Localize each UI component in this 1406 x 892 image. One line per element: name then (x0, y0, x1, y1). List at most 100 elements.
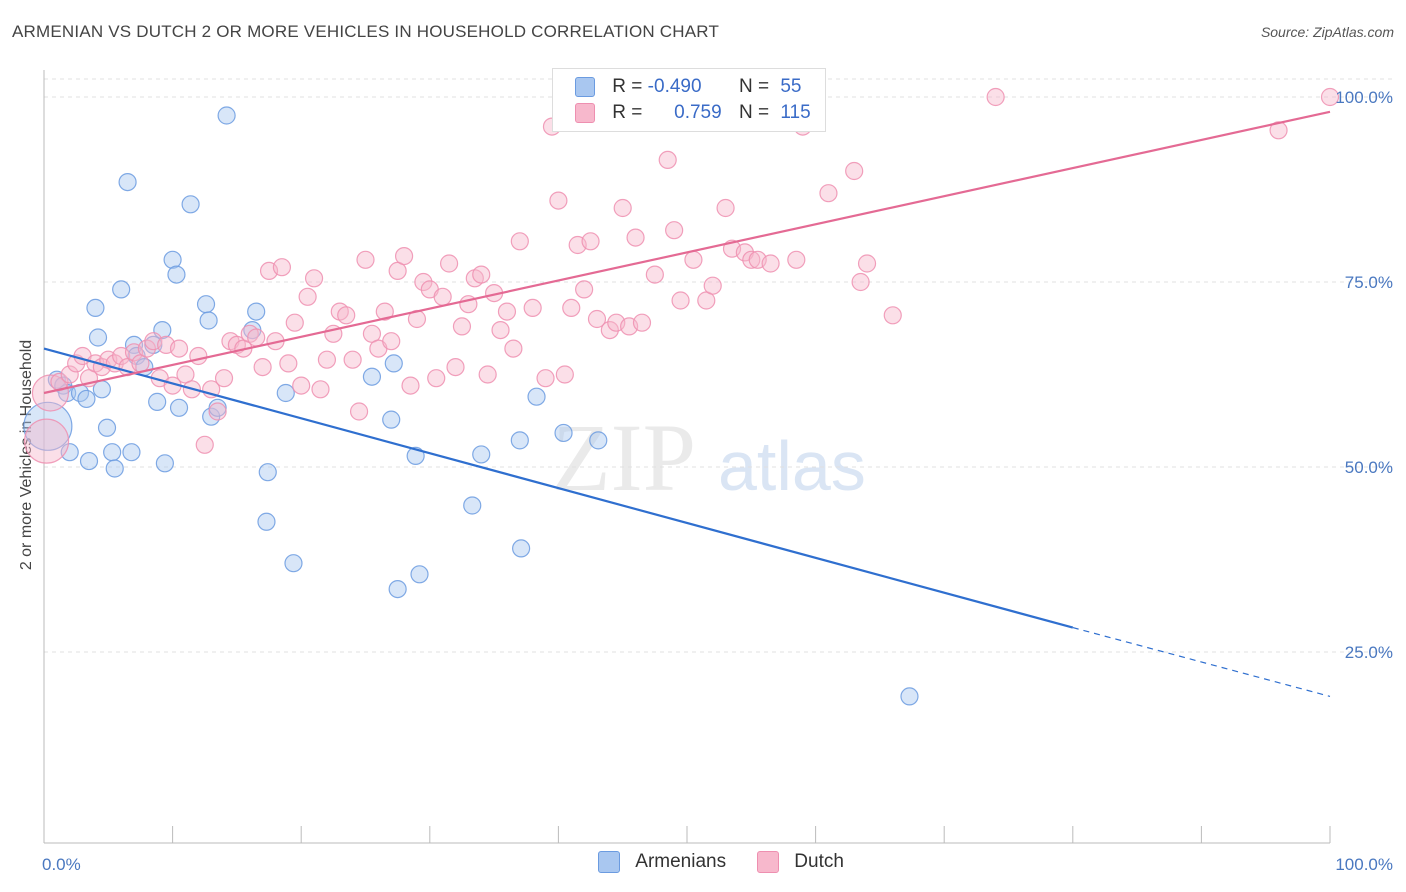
armenian-point (247, 302, 266, 321)
dutch-point (497, 302, 517, 321)
dutch-point (671, 291, 690, 310)
armenian-point (112, 280, 131, 299)
legend-row-dutch: R = 0.759 N = 115 (575, 102, 811, 128)
watermark: ZIP atlas (552, 404, 866, 511)
dutch-point (658, 150, 677, 169)
dutch-n-value: 115 (780, 102, 811, 123)
dutch-point (292, 376, 311, 395)
armenians-points (23, 106, 919, 706)
dutch-point (742, 250, 761, 269)
dutch-point (587, 309, 607, 329)
dutch-point (472, 265, 491, 284)
dutch-r-value: 0.759 (674, 102, 722, 123)
dutch-point (536, 369, 555, 388)
dutch-point (298, 287, 317, 306)
dutch-point (986, 87, 1005, 107)
dutch-n-label: N = (738, 102, 770, 123)
armenians-swatch (575, 77, 595, 97)
armenian-point (900, 687, 919, 706)
dutch-point (632, 313, 652, 332)
dutch-point (581, 232, 600, 251)
bottom-dutch-swatch (757, 851, 779, 873)
bottom-armenians-label: Armenians (635, 851, 727, 872)
dutch-point (562, 298, 581, 317)
dutch-point (382, 332, 401, 351)
dutch-point (208, 402, 227, 421)
y-tick-label: 100.0% (1335, 88, 1393, 107)
dutch-point (247, 328, 266, 347)
armenian-point (276, 383, 295, 403)
armenians-n-value: 55 (780, 76, 802, 97)
dutch-point (523, 298, 542, 317)
armenian-point (105, 459, 124, 478)
armenian-point (148, 392, 167, 411)
dutch-point (195, 435, 214, 454)
dutch-point (703, 276, 722, 295)
dutch-point (285, 313, 304, 332)
tick-labels: 25.0% 50.0% 75.0% 100.0% 0.0% 100.0% (42, 88, 1393, 874)
bottom-legend-dutch: Dutch (757, 851, 844, 873)
axes (43, 70, 1331, 844)
chart-title: ARMENIAN VS DUTCH 2 OR MORE VEHICLES IN … (12, 22, 720, 41)
stats-legend: R = -0.490 N = 55 R = 0.759 N = 115 (552, 68, 826, 132)
armenian-point (23, 401, 73, 451)
armenian-point (79, 451, 99, 471)
armenian-point (388, 579, 407, 599)
armenian-point (118, 173, 137, 192)
armenian-point (217, 106, 236, 125)
armenian-point (97, 418, 117, 437)
dutch-point (684, 250, 703, 269)
dutch-point (337, 306, 356, 325)
dutch-point (845, 161, 864, 181)
armenian-point (122, 443, 141, 462)
armenian-point (86, 298, 105, 317)
dutch-point (272, 258, 292, 277)
dutch-point (279, 354, 298, 373)
dutch-point (23, 418, 70, 464)
dutch-point (549, 191, 568, 210)
dutch-point (189, 346, 208, 366)
armenian-point (589, 431, 608, 450)
chart-source: Source: ZipAtlas.com (1260, 24, 1394, 40)
armenian-point (382, 410, 401, 429)
armenians-trend-line (43, 347, 1074, 629)
armenian-point (169, 398, 189, 417)
dutch-point (439, 254, 459, 273)
bottom-legend-armenians: Armenians (598, 851, 726, 873)
dutch-point (253, 358, 272, 377)
dutch-point (491, 321, 510, 340)
armenian-point (199, 311, 218, 330)
dutch-point (883, 306, 902, 325)
gridlines (44, 78, 1395, 653)
armenian-point (463, 496, 482, 515)
armenian-point (60, 443, 79, 462)
dutch-swatch (575, 103, 595, 123)
watermark-atlas: atlas (718, 427, 866, 505)
dutch-point (626, 228, 645, 247)
dutch-point (478, 365, 497, 384)
armenian-point (472, 445, 491, 464)
armenians-r-label: R = (612, 76, 643, 97)
dutch-point (349, 402, 369, 421)
dutch-point (452, 317, 472, 336)
armenian-point (257, 512, 276, 531)
dutch-point (1320, 87, 1340, 107)
dutch-point (645, 265, 664, 284)
dutch-point (575, 280, 594, 299)
dutch-point (356, 250, 375, 269)
armenian-point (77, 389, 96, 409)
y-tick-label: 50.0% (1345, 458, 1393, 477)
y-tick-label: 75.0% (1345, 273, 1393, 292)
x-tick-label: 0.0% (42, 855, 81, 874)
armenian-point (258, 463, 277, 482)
dutch-point (137, 339, 156, 358)
y-tick-label: 25.0% (1345, 643, 1393, 662)
dutch-point (665, 221, 684, 240)
armenian-point (410, 565, 429, 584)
dutch-point (1269, 121, 1288, 140)
dutch-point (60, 365, 79, 384)
dutch-point (716, 198, 735, 218)
dutch-point (819, 184, 838, 203)
dutch-point (857, 254, 877, 273)
dutch-point (169, 339, 189, 358)
